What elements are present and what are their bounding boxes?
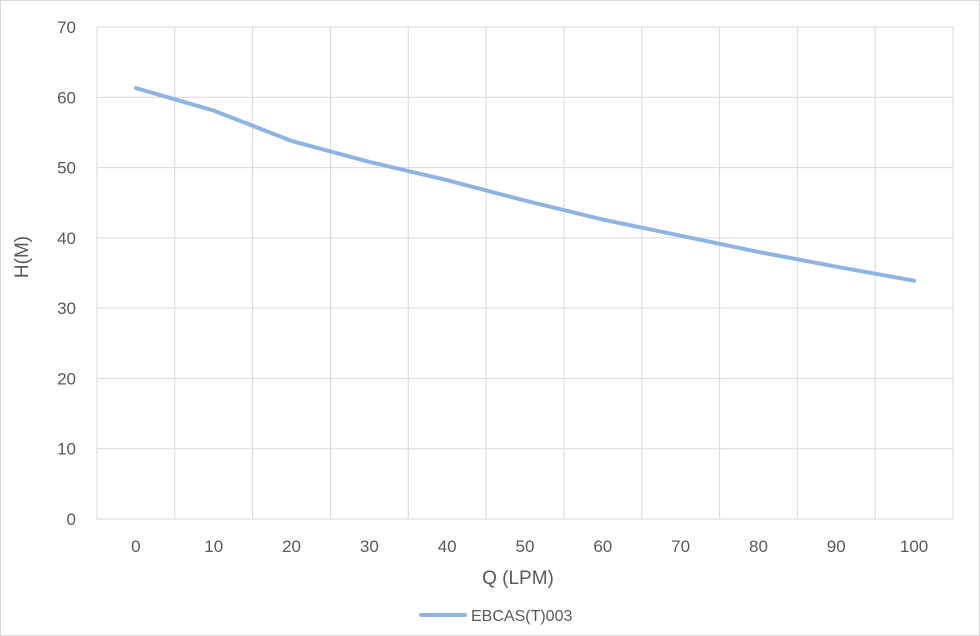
y-tick-label: 70 bbox=[57, 18, 76, 37]
x-axis-title: Q (LPM) bbox=[482, 568, 554, 589]
y-tick-label: 60 bbox=[57, 88, 76, 107]
legend-label: EBCAS(T)003 bbox=[471, 608, 572, 625]
x-tick-label: 0 bbox=[131, 537, 140, 556]
x-tick-label: 80 bbox=[749, 537, 768, 556]
y-tick-label: 40 bbox=[57, 229, 76, 248]
y-tick-label: 20 bbox=[57, 369, 76, 388]
horizontal-gridlines bbox=[97, 26, 953, 520]
x-tick-label: 100 bbox=[900, 537, 928, 556]
x-tick-label: 30 bbox=[360, 537, 379, 556]
series-lines bbox=[133, 86, 917, 283]
x-tick-label: 90 bbox=[827, 537, 846, 556]
y-tick-labels: 0 10 20 30 40 50 60 70 bbox=[57, 18, 76, 529]
x-tick-label: 50 bbox=[516, 537, 535, 556]
x-tick-label: 20 bbox=[282, 537, 301, 556]
y-axis-title: H(M) bbox=[12, 236, 33, 278]
x-tick-labels: 0 10 20 30 40 50 60 70 80 90 100 bbox=[131, 537, 928, 556]
x-tick-label: 70 bbox=[671, 537, 690, 556]
legend: EBCAS(T)003 bbox=[419, 608, 572, 625]
x-tick-label: 40 bbox=[438, 537, 457, 556]
y-tick-label: 10 bbox=[57, 440, 76, 459]
y-tick-label: 30 bbox=[57, 299, 76, 318]
x-tick-label: 10 bbox=[204, 537, 223, 556]
x-tick-label: 60 bbox=[593, 537, 612, 556]
y-tick-label: 50 bbox=[57, 159, 76, 178]
y-tick-label: 0 bbox=[67, 510, 76, 529]
vertical-gridlines bbox=[96, 27, 954, 519]
